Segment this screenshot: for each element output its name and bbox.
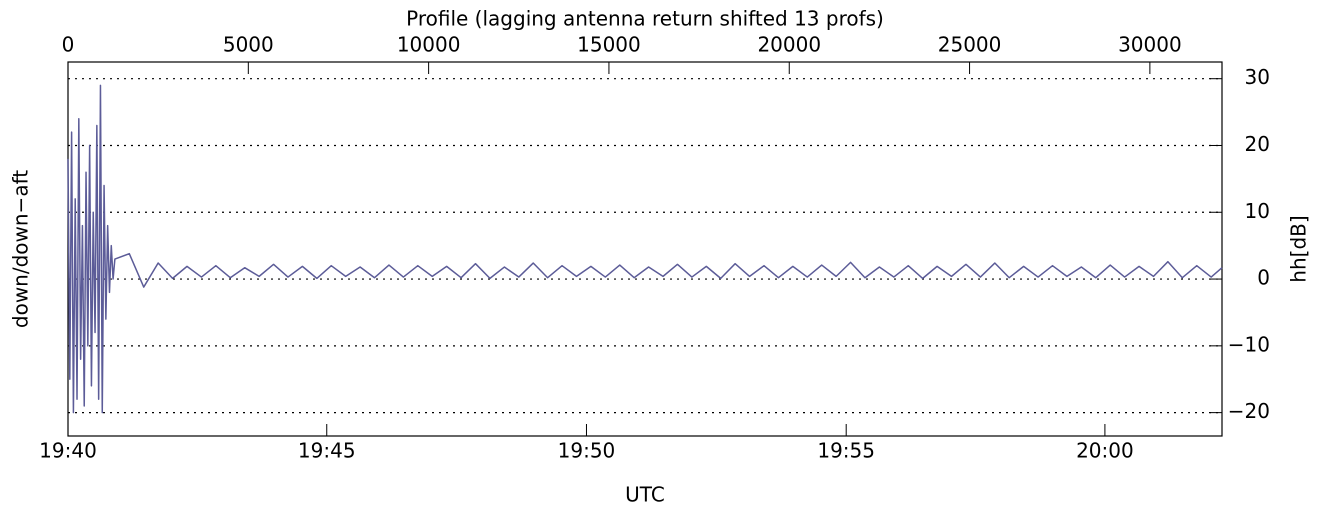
y2-axis-label: hh[dB] bbox=[1287, 215, 1311, 282]
y-tick-label: 30 bbox=[1245, 65, 1270, 89]
data-line bbox=[67, 84, 1223, 414]
bottom-tick-label: 19:50 bbox=[558, 439, 616, 463]
y-tick-label: −10 bbox=[1228, 332, 1270, 356]
bottom-tick-label: 19:55 bbox=[817, 439, 875, 463]
top-tick-label: 5000 bbox=[223, 33, 274, 57]
top-tick-label: 20000 bbox=[757, 33, 821, 57]
y-tick-label: 0 bbox=[1257, 266, 1270, 290]
y-axis-label: down/down−aft bbox=[9, 170, 33, 328]
bottom-tick-label: 19:45 bbox=[298, 439, 356, 463]
top-tick-label: 0 bbox=[62, 33, 75, 57]
y-tick-label: −20 bbox=[1228, 399, 1270, 423]
bottom-tick-label: 20:00 bbox=[1076, 439, 1134, 463]
top-tick-label: 30000 bbox=[1118, 33, 1182, 57]
bottom-tick-label: 19:40 bbox=[39, 439, 97, 463]
x-axis-label: UTC bbox=[625, 483, 665, 507]
plot-frame bbox=[67, 61, 1223, 437]
top-axis-label: Profile (lagging antenna return shifted … bbox=[406, 7, 884, 31]
y-tick-label: 20 bbox=[1245, 132, 1270, 156]
top-tick-label: 10000 bbox=[397, 33, 461, 57]
top-tick-label: 15000 bbox=[577, 33, 641, 57]
y-tick-label: 10 bbox=[1245, 199, 1270, 223]
top-tick-label: 25000 bbox=[938, 33, 1002, 57]
